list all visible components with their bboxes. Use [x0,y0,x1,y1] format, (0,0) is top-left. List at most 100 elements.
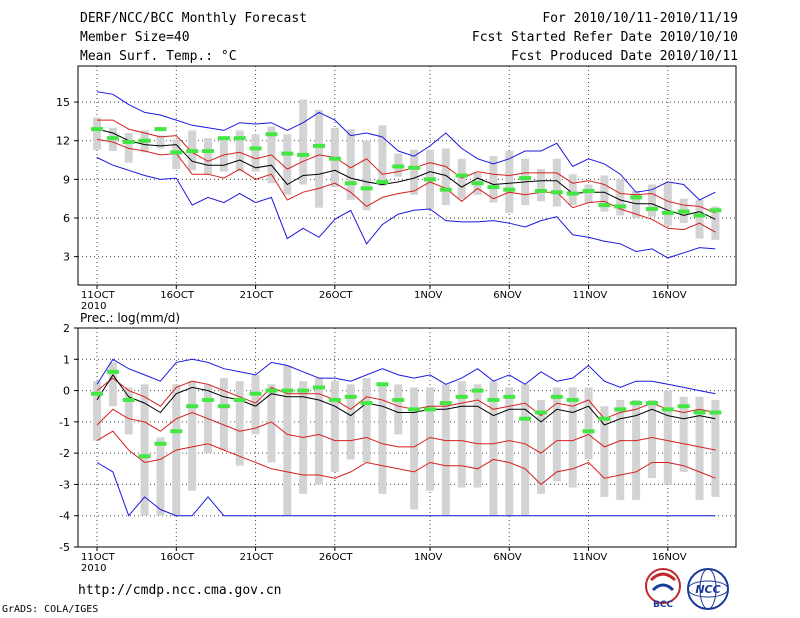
ensemble-box [663,390,672,485]
ensemble-box [489,381,498,516]
ensemble-box [600,406,609,497]
ensemble-box [663,183,672,226]
median-marker [297,152,310,157]
x-tick-label: 1NOV [414,290,443,301]
ensemble-box [552,158,561,207]
ensemble-box [457,158,466,199]
member-size-label: Member Size=40 [80,30,190,45]
precipitation-panel: 11OCT 16OCT 21OCT 26OCT 1NOV 6NOV 11NOV 16NOV20… [59,322,737,574]
ncc-logo: NCC [687,568,729,610]
mean-line [96,128,716,220]
median-marker [122,397,135,402]
ensemble-box [552,387,561,482]
median-marker [598,416,611,421]
ensemble-box [410,149,419,195]
median-marker [645,401,658,406]
median-marker [249,391,262,396]
median-marker [693,213,706,218]
ensemble-box [235,130,244,172]
median-marker [233,136,246,141]
ensemble-box [647,399,656,479]
median-marker [645,206,658,211]
temperature-panel: 11OCT 16OCT 21OCT 26OCT 1NOV 6NOV 11NOV 16NOV 20… [56,65,737,312]
ensemble-box [283,365,292,516]
chart-title: DERF/NCC/BCC Monthly Forecast [80,11,307,26]
median-marker [217,136,230,141]
website-url[interactable]: http://cmdp.ncc.cma.gov.cn [78,583,282,598]
median-marker [439,401,452,406]
median-marker [455,394,468,399]
median-marker [408,165,421,170]
ensemble-box [156,135,165,149]
median-marker [630,401,643,406]
median-marker [138,454,151,459]
ensemble-box [346,129,355,200]
p90-line [97,119,716,214]
plot-frame [77,327,737,548]
forecast-produced-date: Fcst Produced Date 2010/10/11 [511,49,738,64]
ensemble-box [600,175,609,212]
median-marker [392,164,405,169]
p10-line [96,408,716,454]
variable-label: Mean Surf. Temp.: °C [80,49,237,64]
y-tick-label: 6 [63,212,70,225]
ensemble-box [124,387,133,435]
median-marker [297,388,310,393]
ensemble-box [616,399,625,501]
x-tick-label: 21OCT [240,552,275,563]
y-tick-label: -2 [59,447,70,460]
ensemble-box [283,134,292,195]
median-marker [281,388,294,393]
x-tick-label: 26OCT [319,552,354,563]
median-marker [360,186,373,191]
ensemble-box [378,125,387,186]
median-marker [661,210,674,215]
precip-panel-title: Prec.: log(mm/d) [80,311,180,325]
median-marker [439,187,452,192]
ensemble-box [711,206,720,240]
ensemble-box [441,148,450,206]
median-marker [186,404,199,409]
bcc-logo: BCC [645,568,681,610]
x-tick-label: 21OCT [240,290,275,301]
y-tick-label: 9 [63,173,70,186]
median-marker [376,382,389,387]
median-marker [360,401,373,406]
median-marker [392,397,405,402]
median-marker [582,429,595,434]
x-tick-label: 1NOV [414,552,443,563]
median-marker [122,140,135,145]
median-marker [170,150,183,155]
ensemble-box [235,381,244,466]
y-tick-label: -1 [59,416,70,429]
ensemble-box [505,387,514,516]
y-tick-label: -5 [59,541,70,554]
ensemble-box [315,109,324,208]
median-marker [503,394,516,399]
median-marker [233,397,246,402]
median-marker [344,181,357,186]
ensemble-box [568,174,577,206]
ensemble-box [536,169,545,202]
ensemble-box [632,399,641,501]
median-marker [154,441,167,446]
y-tick-label: 12 [56,135,70,148]
median-marker [534,188,547,193]
mean-line [96,374,716,426]
median-marker [423,407,436,412]
forecast-period: For 2010/10/11-2010/11/19 [542,11,738,26]
min-line [96,157,716,259]
y-tick-label: -3 [59,478,70,491]
ensemble-box [679,396,688,472]
median-marker [202,149,215,154]
median-marker [693,410,706,415]
x-tick-label: 6NOV [493,290,522,301]
ensemble-box [124,132,133,163]
median-marker [550,190,563,195]
median-marker [328,156,341,161]
ensemble-box [299,99,308,185]
median-marker [344,394,357,399]
grads-credit: GrADS: COLA/IGES [2,604,99,615]
median-marker [265,132,278,137]
ensemble-box [457,381,466,488]
